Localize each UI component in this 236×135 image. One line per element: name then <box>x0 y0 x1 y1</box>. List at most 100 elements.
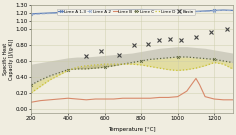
Basin <box>158 40 161 41</box>
Basin <box>147 43 150 44</box>
Lime A 2 <box>176 11 179 12</box>
Lime A 1-3 <box>85 11 88 12</box>
Lime D <box>112 63 115 65</box>
Lime C <box>76 68 79 70</box>
Lime D <box>194 67 197 69</box>
Lime B <box>176 96 179 97</box>
Line: Lime C: Lime C <box>30 56 234 86</box>
Lime C <box>48 75 51 77</box>
Lime B <box>67 97 69 99</box>
Lime B <box>167 97 170 98</box>
Lime A 1-3 <box>213 10 216 11</box>
X-axis label: Temperature [°C]: Temperature [°C] <box>108 126 156 131</box>
Lime C <box>194 57 197 59</box>
Basin <box>85 55 88 57</box>
Line: Lime D: Lime D <box>31 63 232 93</box>
Lime A 1-3 <box>231 10 234 11</box>
Lime D <box>131 63 133 65</box>
Lime A 1-3 <box>185 11 188 12</box>
Lime C <box>131 62 133 63</box>
Lime A 1-3 <box>222 9 225 11</box>
Lime A 2 <box>204 11 206 12</box>
Lime C <box>185 56 188 58</box>
Basin <box>118 55 121 56</box>
Lime A 1-3 <box>30 13 33 15</box>
Lime C <box>176 56 179 58</box>
Lime A 2 <box>67 12 69 13</box>
Lime C <box>158 58 161 59</box>
Lime A 2 <box>167 10 170 12</box>
Y-axis label: Specific Heat
Capacity [J/(g·K)]: Specific Heat Capacity [J/(g·K)] <box>4 38 14 80</box>
Lime A 1-3 <box>149 9 152 11</box>
Lime D <box>158 67 161 69</box>
Lime C <box>121 63 124 65</box>
Lime A 1-3 <box>112 9 115 11</box>
Lime A 2 <box>158 10 161 12</box>
Lime D <box>67 70 69 71</box>
Lime D <box>48 79 51 81</box>
Lime D <box>57 74 60 76</box>
Lime B <box>149 97 152 99</box>
Lime A 1-3 <box>140 9 143 11</box>
Lime A 1-3 <box>48 12 51 14</box>
Lime A 2 <box>48 13 51 14</box>
Lime B <box>204 96 206 97</box>
Lime A 2 <box>213 10 216 12</box>
Lime B <box>112 98 115 100</box>
Lime A 1-3 <box>94 10 97 12</box>
Lime B <box>76 98 79 100</box>
Lime B <box>158 97 161 98</box>
Lime C <box>94 67 97 69</box>
Lime D <box>176 70 179 71</box>
Lime A 1-3 <box>158 10 161 11</box>
Basin <box>226 28 228 30</box>
Lime C <box>231 62 234 63</box>
Lime D <box>30 92 33 94</box>
Lime D <box>140 64 143 66</box>
Lime B <box>121 97 124 99</box>
Lime A 1-3 <box>39 13 42 14</box>
Basin <box>99 50 102 51</box>
Basin <box>194 36 197 38</box>
Basin <box>169 38 172 40</box>
Lime B <box>94 98 97 100</box>
Lime B <box>213 98 216 100</box>
Lime A 2 <box>39 13 42 15</box>
Lime A 2 <box>103 10 106 12</box>
Lime A 2 <box>85 11 88 13</box>
Lime C <box>140 60 143 62</box>
Lime A 1-3 <box>121 9 124 11</box>
Lime B <box>194 78 197 79</box>
Lime D <box>213 62 216 63</box>
Lime A 2 <box>185 11 188 13</box>
Lime A 2 <box>231 10 234 11</box>
Lime B <box>39 100 42 101</box>
Lime D <box>222 63 225 65</box>
Lime B <box>185 90 188 92</box>
Lime D <box>167 69 170 70</box>
Lime A 2 <box>121 10 124 11</box>
Lime A 2 <box>112 10 115 12</box>
Line: Lime B: Lime B <box>31 78 232 102</box>
Lime A 2 <box>140 9 143 11</box>
Lime C <box>57 72 60 74</box>
Lime A 2 <box>149 10 152 11</box>
Line: Basin: Basin <box>84 28 229 58</box>
Lime B <box>198 84 201 86</box>
Lime C <box>112 65 115 67</box>
Lime D <box>85 65 88 67</box>
Lime A 2 <box>94 11 97 12</box>
Lime D <box>39 86 42 87</box>
Lime B <box>231 99 234 101</box>
Lime D <box>149 66 152 67</box>
Lime C <box>213 59 216 60</box>
Lime A 1-3 <box>67 11 69 13</box>
Lime A 1-3 <box>204 10 206 12</box>
Lime B <box>85 99 88 101</box>
Lime D <box>121 63 124 65</box>
Lime A 2 <box>194 11 197 13</box>
Lime A 1-3 <box>103 10 106 11</box>
Lime B <box>103 98 106 100</box>
Lime C <box>204 58 206 59</box>
Basin <box>132 44 135 46</box>
